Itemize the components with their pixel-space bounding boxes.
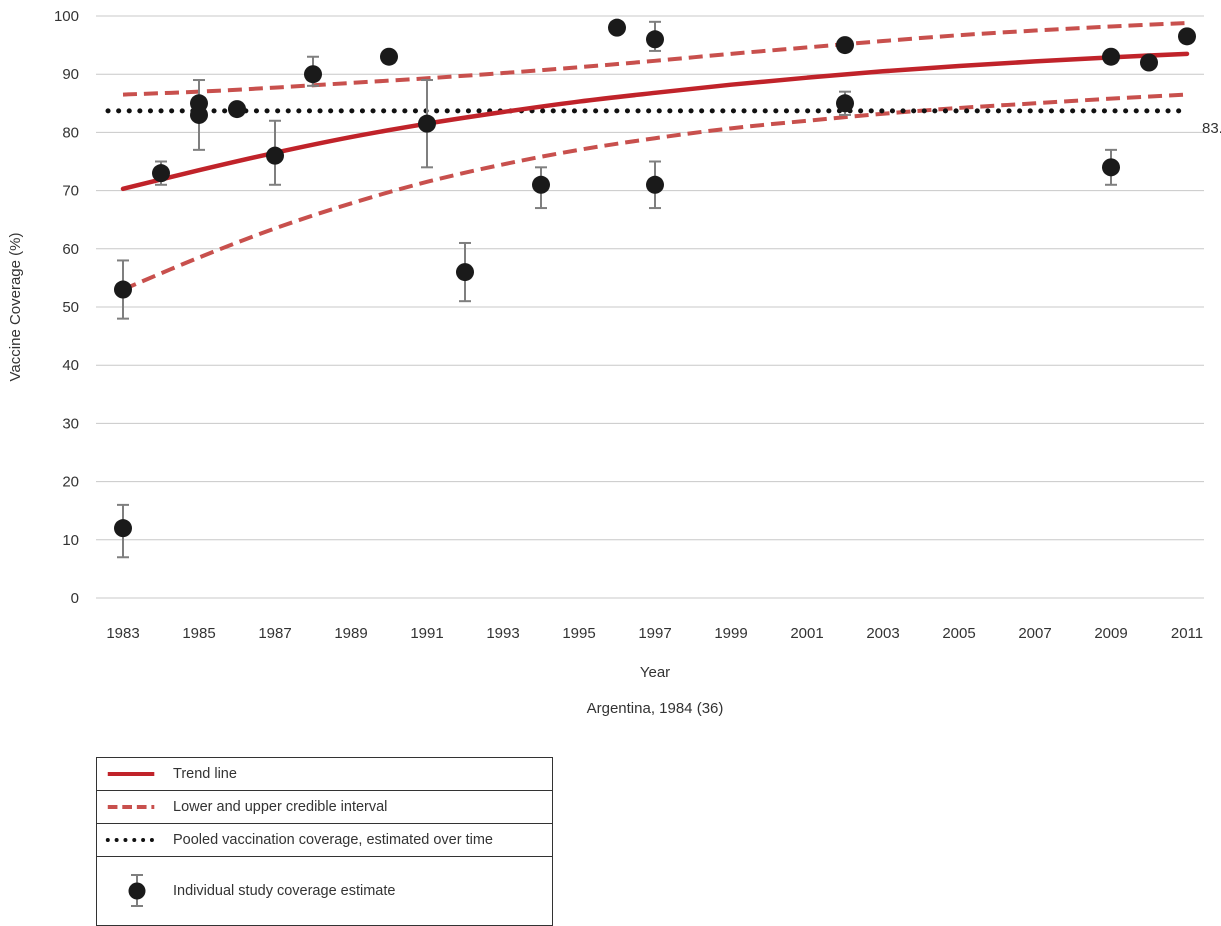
study-point xyxy=(1102,47,1120,66)
study-point-marker xyxy=(418,114,436,133)
legend-label-trend: Trend line xyxy=(173,766,237,782)
study-point-marker xyxy=(456,263,474,282)
legend-swatch-interval xyxy=(97,791,167,823)
study-point-marker xyxy=(1178,27,1196,46)
study-point xyxy=(380,47,398,66)
study-point xyxy=(304,55,322,87)
study-point-marker xyxy=(114,519,132,538)
legend-swatch-points xyxy=(97,857,167,925)
study-point-marker xyxy=(266,146,284,165)
study-point-marker xyxy=(836,94,854,113)
study-point xyxy=(228,100,246,119)
x-tick-label: 2011 xyxy=(1171,625,1203,642)
y-tick-label: 40 xyxy=(62,357,79,374)
y-tick-label: 60 xyxy=(62,241,79,258)
trend-line-path xyxy=(120,51,1190,192)
x-tick-label: 2009 xyxy=(1094,625,1127,642)
legend-label-pooled: Pooled vaccination coverage, estimated o… xyxy=(173,832,493,848)
upper-credible-interval xyxy=(122,20,1188,97)
study-point xyxy=(1178,27,1196,46)
study-point-marker xyxy=(646,30,664,49)
study-point-marker xyxy=(532,175,550,194)
x-tick-label: 1997 xyxy=(638,625,671,642)
x-tick-label: 1985 xyxy=(182,625,215,642)
legend-label-interval: Lower and upper credible interval xyxy=(173,799,388,815)
study-point xyxy=(190,105,208,151)
x-tick-label: 2003 xyxy=(866,625,899,642)
legend-swatch-pooled xyxy=(97,824,167,856)
study-point xyxy=(152,160,170,186)
study-point-marker xyxy=(836,36,854,55)
x-tick-label: 1991 xyxy=(410,625,443,642)
y-tick-label: 90 xyxy=(62,66,79,83)
legend-item-trend: Trend line xyxy=(97,758,552,791)
y-tick-label: 80 xyxy=(62,124,79,141)
lower-credible-interval xyxy=(122,92,1188,292)
y-axis-ticks: 0 10 20 30 40 50 60 70 80 90 100 xyxy=(54,8,79,607)
legend: Trend line Lower and upper credible inte… xyxy=(96,757,553,926)
study-point xyxy=(1140,53,1158,72)
x-tick-label: 1989 xyxy=(334,625,367,642)
x-tick-label: 2007 xyxy=(1018,625,1051,642)
y-tick-label: 30 xyxy=(62,415,79,432)
study-point xyxy=(1102,148,1120,186)
study-point-marker xyxy=(608,18,626,37)
study-point xyxy=(114,503,132,559)
study-point xyxy=(836,90,854,116)
legend-swatch-trend xyxy=(97,758,167,790)
chart-caption: Argentina, 1984 (36) xyxy=(587,700,724,717)
trend-line xyxy=(120,51,1190,192)
study-point-marker xyxy=(114,280,132,299)
study-point-marker xyxy=(1102,47,1120,66)
legend-item-points: Individual study coverage estimate xyxy=(97,857,552,925)
y-tick-label: 10 xyxy=(62,532,79,549)
y-tick-label: 0 xyxy=(71,590,79,607)
study-point-marker xyxy=(380,47,398,66)
x-tick-label: 1987 xyxy=(258,625,291,642)
study-point xyxy=(456,241,474,303)
legend-item-pooled: Pooled vaccination coverage, estimated o… xyxy=(97,824,552,857)
x-axis-title: Year xyxy=(640,664,670,681)
x-tick-label: 1993 xyxy=(486,625,519,642)
study-point xyxy=(646,20,664,52)
study-point-marker xyxy=(190,105,208,124)
y-tick-label: 20 xyxy=(62,474,79,491)
legend-item-interval: Lower and upper credible interval xyxy=(97,791,552,824)
gridlines xyxy=(96,15,1204,599)
study-point xyxy=(608,18,626,37)
x-tick-label: 1983 xyxy=(106,625,139,642)
y-tick-label: 70 xyxy=(62,183,79,200)
study-point xyxy=(532,166,550,210)
x-tick-label: 1999 xyxy=(714,625,747,642)
study-point-marker xyxy=(1102,158,1120,177)
study-point xyxy=(646,160,664,210)
study-point xyxy=(836,36,854,55)
legend-label-points: Individual study coverage estimate xyxy=(173,883,396,899)
study-point-marker xyxy=(228,100,246,119)
x-tick-label: 2005 xyxy=(942,625,975,642)
study-point-marker xyxy=(646,175,664,194)
study-points xyxy=(114,18,1196,559)
study-point xyxy=(114,259,132,320)
study-point-marker xyxy=(152,164,170,183)
x-tick-label: 2001 xyxy=(790,625,823,642)
study-point-marker xyxy=(1140,53,1158,72)
credible-interval-lines xyxy=(122,20,1188,292)
y-axis-title: Vaccine Coverage (%) xyxy=(7,233,24,382)
x-axis-ticks: 1983 1985 1987 1989 1991 1993 1995 1997 1999 2001… xyxy=(106,625,1203,642)
pooled-value-label: 83.7 xyxy=(1202,120,1221,137)
study-point-marker xyxy=(304,65,322,84)
y-tick-label: 50 xyxy=(62,299,79,316)
y-tick-label: 100 xyxy=(54,8,79,25)
study-point xyxy=(418,79,436,169)
study-point xyxy=(266,119,284,186)
x-tick-label: 1995 xyxy=(562,625,595,642)
